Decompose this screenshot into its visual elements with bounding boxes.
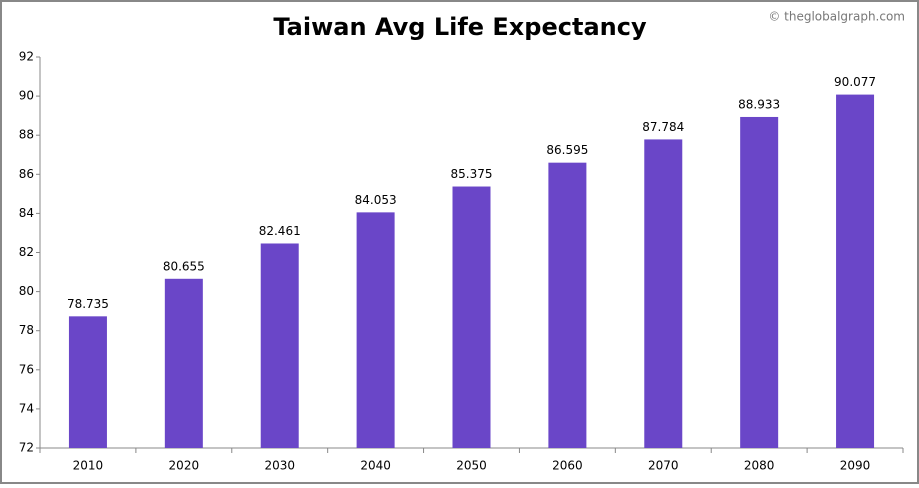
bar [68,316,107,448]
bar [740,116,779,449]
bar [164,278,203,448]
value-label: 90.077 [834,75,876,89]
x-tick-label: 2090 [840,459,871,473]
x-tick-label: 2010 [73,459,104,473]
y-tick-label: 80 [19,284,34,298]
value-label: 82.461 [259,224,301,238]
y-tick-label: 92 [19,50,34,64]
bar [260,243,299,448]
value-label: 88.933 [738,97,780,111]
x-tick-label: 2030 [264,459,295,473]
y-tick-label: 74 [19,401,34,415]
x-tick-label: 2020 [169,459,200,473]
value-label: 87.784 [642,120,684,134]
chart-title: Taiwan Avg Life Expectancy [273,13,647,41]
x-tick-label: 2040 [360,459,391,473]
bar [836,94,875,448]
x-tick-label: 2060 [552,459,583,473]
value-label: 86.595 [546,143,588,157]
y-tick-label: 82 [19,245,34,259]
value-label: 78.735 [67,297,109,311]
y-tick-label: 72 [19,441,34,455]
y-tick-label: 90 [19,89,34,103]
y-tick-label: 84 [19,206,34,220]
value-label: 84.053 [355,193,397,207]
x-tick-label: 2080 [744,459,775,473]
y-tick-label: 86 [19,167,34,181]
y-tick-label: 88 [19,128,34,142]
bar [548,162,587,448]
y-tick-label: 76 [19,362,34,376]
bar [452,186,491,449]
bar [356,212,395,448]
y-tick-label: 78 [19,323,34,337]
value-label: 80.655 [163,259,205,273]
value-label: 85.375 [451,167,493,181]
x-tick-label: 2050 [456,459,487,473]
bar [644,139,683,449]
watermark: © theglobalgraph.com [768,10,905,24]
x-tick-label: 2070 [648,459,679,473]
